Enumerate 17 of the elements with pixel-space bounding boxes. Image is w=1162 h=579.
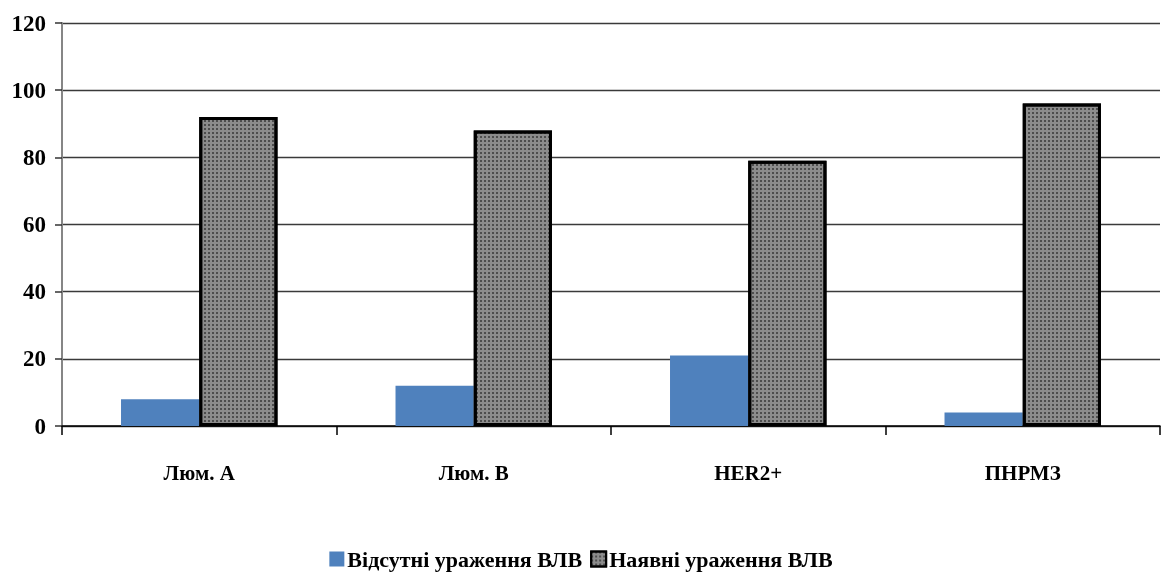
y-tick-label: 0 (34, 413, 46, 439)
y-tick-label: 120 (11, 10, 46, 36)
y-tick-label: 20 (23, 346, 46, 372)
x-tick-label: Люм. В (438, 460, 509, 485)
bar (395, 385, 474, 426)
y-tick-label: 100 (11, 77, 46, 103)
bar (121, 399, 200, 426)
x-tick-label: ПНРМЗ (984, 460, 1061, 485)
legend-label: Наявні ураження ВЛВ (609, 546, 833, 572)
x-tick-label: Люм. А (163, 460, 236, 485)
x-tick-label: HER2+ (714, 460, 783, 485)
y-tick-label: 60 (23, 212, 46, 237)
legend-label: Відсутні ураження ВЛВ (347, 546, 583, 572)
y-tick-label: 40 (23, 279, 46, 305)
bar (944, 412, 1023, 426)
bar (670, 355, 749, 426)
y-tick-label: 80 (23, 144, 46, 170)
